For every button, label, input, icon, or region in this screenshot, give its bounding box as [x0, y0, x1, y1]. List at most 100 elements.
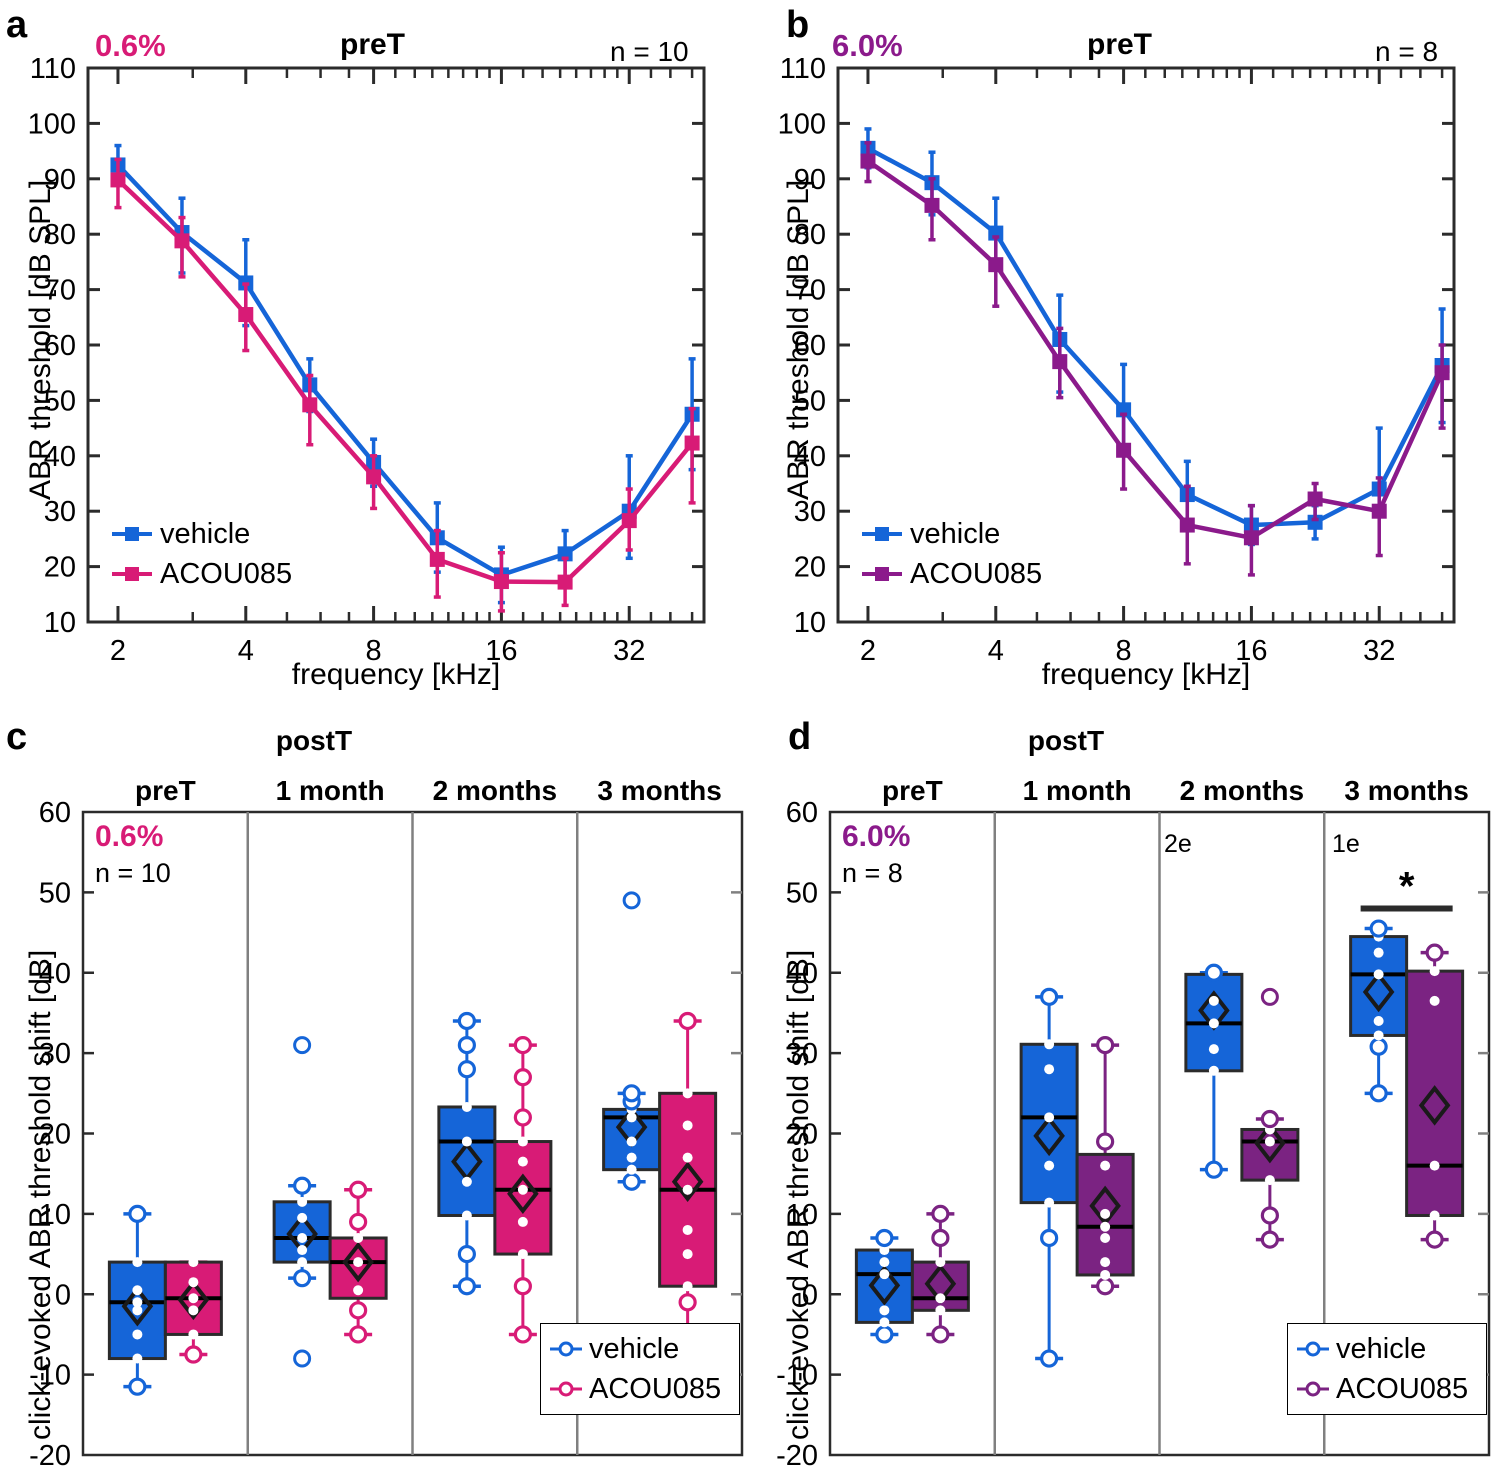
panel-b-n-label: n = 8 — [1375, 36, 1439, 67]
data-marker — [174, 233, 190, 249]
y-tick-label: 50 — [39, 877, 71, 909]
data-marker — [1243, 530, 1259, 546]
data-point — [1369, 1037, 1388, 1056]
legend-marker-vehicle — [112, 527, 152, 541]
y-tick-label: 30 — [44, 496, 76, 528]
data-point — [513, 1277, 532, 1296]
panel-a-n-label: n = 10 — [610, 36, 689, 67]
y-tick-label: 70 — [794, 275, 826, 307]
y-tick-label: 40 — [44, 441, 76, 473]
data-point — [353, 1232, 364, 1243]
y-tick-label: 90 — [44, 164, 76, 196]
data-point — [1044, 1197, 1055, 1208]
data-point — [1044, 1064, 1055, 1075]
data-point — [1369, 1084, 1388, 1103]
legend-label-vehicle: vehicle — [589, 1332, 680, 1365]
data-point — [513, 1068, 532, 1087]
data-point — [682, 1120, 693, 1131]
data-marker — [1052, 354, 1068, 370]
data-point — [622, 1172, 641, 1191]
data-point — [132, 1305, 143, 1316]
data-point — [297, 1212, 308, 1223]
panel-a-legend: vehicle ACOU085 — [110, 512, 320, 596]
data-point — [513, 1035, 532, 1055]
panel-b-letter: b — [786, 4, 810, 46]
legend-label-acou085: ACOU085 — [1336, 1372, 1469, 1405]
y-tick-label: 80 — [44, 219, 76, 251]
data-marker — [302, 397, 318, 413]
boxplot-1-month-vehicle — [272, 1036, 332, 1368]
y-tick-label: 80 — [794, 219, 826, 251]
data-marker — [557, 546, 573, 562]
data-point — [457, 1244, 476, 1264]
y-tick-label: 10 — [39, 1199, 71, 1231]
data-point — [931, 1325, 950, 1344]
mean-diamond — [868, 1265, 901, 1306]
series-acou085 — [860, 141, 1450, 577]
data-point — [293, 1269, 312, 1288]
y-tick-label: 10 — [44, 607, 76, 639]
significance-star: * — [1399, 864, 1415, 908]
data-point — [875, 1325, 894, 1344]
data-point — [297, 1257, 308, 1268]
y-tick-label: 60 — [786, 797, 818, 829]
mean-diamond — [1033, 1115, 1065, 1157]
data-point — [935, 1305, 946, 1316]
boxplot-2-months-acou085 — [1240, 987, 1300, 1249]
panel-a-x-axis-title: frequency [kHz] — [291, 658, 501, 691]
panel-d-exclusion-3months: 1e — [1332, 830, 1360, 858]
y-tick-label: -10 — [29, 1360, 71, 1392]
data-point — [1373, 947, 1384, 958]
data-point — [1260, 1109, 1279, 1129]
data-point — [128, 1204, 147, 1223]
data-point — [1204, 963, 1223, 982]
y-tick-label: 60 — [39, 797, 71, 829]
y-tick-label: 60 — [44, 330, 76, 362]
data-point — [626, 1152, 637, 1163]
data-point — [297, 1245, 308, 1256]
legend-row-vehicle: vehicle — [860, 514, 1070, 554]
outlier-point — [293, 1036, 312, 1055]
data-marker — [493, 574, 509, 590]
x-tick-label: 2 — [110, 635, 126, 667]
legend-label-vehicle: vehicle — [160, 517, 251, 550]
y-tick-label: 60 — [794, 330, 826, 362]
data-point — [457, 1277, 476, 1296]
data-point — [457, 1011, 476, 1031]
legend-row-treatment: ACOU085 — [1296, 1369, 1476, 1409]
data-point — [622, 1084, 641, 1103]
outlier-point — [293, 1349, 312, 1368]
data-point — [1373, 969, 1384, 980]
data-point — [1373, 1030, 1384, 1041]
mean-diamond — [1418, 1085, 1451, 1126]
x-tick-label: 2 — [860, 635, 876, 667]
y-tick-label: 50 — [44, 385, 76, 417]
series-acou085 — [110, 157, 700, 613]
data-point — [461, 1101, 472, 1112]
data-point — [626, 1164, 637, 1175]
data-point — [457, 1035, 476, 1055]
group-header-2: 2 months — [433, 775, 557, 806]
mean-diamond — [121, 1286, 154, 1327]
group-header-0: preT — [135, 775, 196, 806]
data-point — [626, 1112, 637, 1123]
boxplot-3-months-vehicle — [602, 891, 662, 1191]
panel-d-exclusion-2months: 2e — [1164, 830, 1192, 858]
data-marker — [1371, 503, 1387, 519]
data-line — [866, 146, 1445, 528]
data-point — [517, 1156, 528, 1167]
data-point — [1100, 1269, 1111, 1280]
data-point — [1264, 1175, 1275, 1186]
boxplot-preT-acou085 — [163, 1257, 223, 1364]
data-point — [682, 1152, 693, 1163]
legend-label-vehicle: vehicle — [1336, 1332, 1427, 1365]
y-tick-label: 90 — [794, 164, 826, 196]
y-tick-label: 40 — [794, 441, 826, 473]
data-point — [132, 1257, 143, 1268]
y-tick-label: 40 — [39, 958, 71, 990]
data-point — [1044, 1039, 1055, 1050]
data-marker — [1116, 402, 1132, 418]
legend-marker-acou085 — [1297, 1381, 1329, 1397]
boxplot-preT-vehicle — [854, 1228, 914, 1344]
data-point — [1429, 1160, 1440, 1171]
